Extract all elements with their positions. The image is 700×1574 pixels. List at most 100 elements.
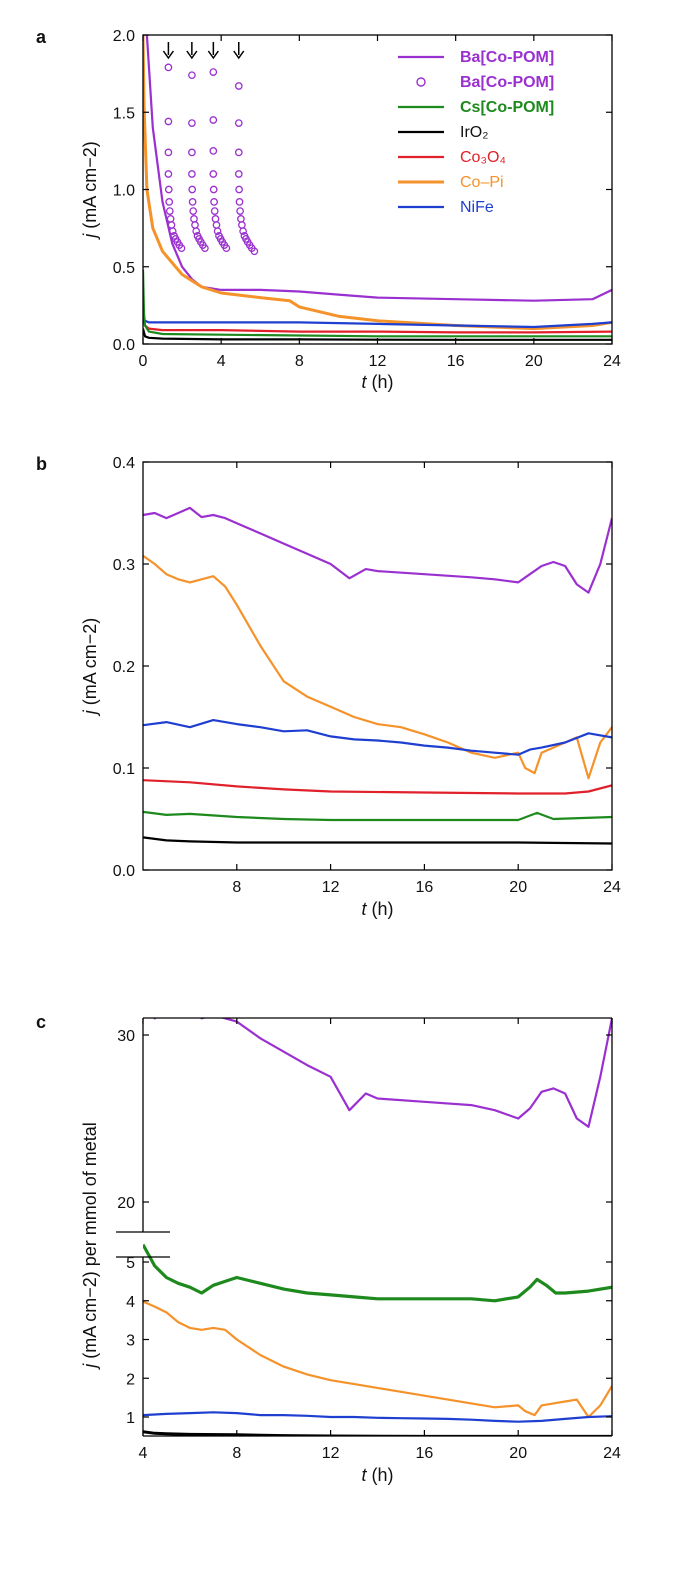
panel-c-series-group <box>143 1018 612 1436</box>
data-circle <box>209 170 218 178</box>
panel-c-label: c <box>36 1012 46 1032</box>
data-circle <box>209 185 218 194</box>
x-axis-label: t (h) <box>361 372 393 392</box>
panel-b-series-group <box>143 506 612 845</box>
data-circle <box>190 215 198 223</box>
y-tick-label: 0.5 <box>113 260 135 277</box>
data-circle <box>164 185 173 194</box>
data-circle <box>239 227 247 236</box>
series-line <box>143 779 612 795</box>
y-tick-label: 20 <box>117 1195 135 1212</box>
panel-a-axes: 0 4 8 12 16 20 24 0.0 0.5 1.0 1.5 2.0 t (h) j (mA cm−… <box>80 28 621 392</box>
data-circle <box>164 148 173 157</box>
data-circle <box>210 207 219 215</box>
x-axis-label-unit: (h) <box>367 1465 394 1485</box>
series-line <box>143 506 612 594</box>
series-line <box>143 328 612 341</box>
y-tick-label: 0.0 <box>113 337 135 354</box>
y-tick-label: 30 <box>117 1028 135 1045</box>
arrow-head <box>186 50 198 60</box>
legend-label: IrO₂ <box>460 124 488 141</box>
data-circle <box>165 207 174 215</box>
y-tick-label: 2.0 <box>113 28 135 45</box>
legend-circle-swatch <box>416 77 426 87</box>
x-axis-label-unit: (h) <box>367 899 394 919</box>
panel-c-plot-area <box>143 1018 612 1436</box>
x-tick-label: 12 <box>369 353 387 370</box>
data-circle <box>191 221 199 229</box>
data-circle <box>164 170 173 178</box>
y-tick-label: 5 <box>126 1255 135 1272</box>
x-axis-label: t (h) <box>361 899 393 919</box>
legend-label: Ba[Co-POM] <box>460 49 554 66</box>
y-axis-label: j (mA cm−2) <box>80 618 100 718</box>
data-circle <box>212 221 221 229</box>
panel-a-series-group <box>143 35 612 341</box>
data-circle <box>188 185 197 194</box>
series-line-lower <box>143 1411 612 1423</box>
data-circle <box>213 227 222 236</box>
panel-b-plot-area <box>143 506 612 845</box>
y-axis-label-symbol: j <box>80 709 100 717</box>
data-circle <box>188 71 196 80</box>
series-line <box>145 35 612 302</box>
legend-label: Co–Pi <box>460 174 504 191</box>
data-circle <box>168 227 177 236</box>
data-circle <box>235 185 243 194</box>
arrow-head <box>162 50 175 60</box>
y-axis-label: j (mA cm−2) <box>80 141 100 241</box>
y-tick-label: 0.0 <box>113 863 135 880</box>
y-tick-label: 1.5 <box>113 105 135 122</box>
x-tick-label: 8 <box>295 353 304 370</box>
data-circle <box>165 198 174 206</box>
series-line-lower <box>143 1430 612 1436</box>
data-circle <box>250 247 259 256</box>
legend-label: Co₃O₄ <box>460 149 506 166</box>
data-circle <box>189 207 198 215</box>
data-circle <box>164 117 173 126</box>
data-circle <box>234 170 243 178</box>
data-circle <box>234 148 243 157</box>
series-line-lower <box>143 1435 154 1436</box>
x-tick-label: 20 <box>509 1445 527 1462</box>
series-line-lower <box>143 1300 612 1419</box>
y-tick-label: 4 <box>126 1294 135 1311</box>
panel-a-label: a <box>36 27 47 47</box>
series-line <box>143 554 612 780</box>
panel-a-legend: Ba[Co-POM] Ba[Co-POM] Cs[Co-POM] IrO₂ Co₃O₄ C… <box>398 49 554 216</box>
y-axis-label-symbol: j <box>80 233 100 241</box>
panel-a: a 0 4 8 12 16 20 24 0.0 0.5 1.0 1.5 2.0 t (h) j (mA c… <box>36 27 621 392</box>
x-tick-label: 24 <box>603 1445 621 1462</box>
data-circle <box>209 68 218 76</box>
x-axis-label-symbol: t <box>361 899 367 919</box>
x-axis-label-symbol: t <box>361 372 367 392</box>
series-line-upper <box>152 1018 612 1128</box>
y-tick-label: 2 <box>126 1371 135 1388</box>
y-axis-label-symbol: j <box>80 1363 100 1371</box>
data-circle <box>188 148 196 157</box>
x-tick-label: 16 <box>416 879 434 896</box>
data-circle <box>236 207 244 215</box>
data-circle <box>192 227 201 236</box>
x-axis-label: t (h) <box>361 1465 393 1485</box>
y-tick-label: 0.1 <box>113 761 135 778</box>
x-axis-label-symbol: t <box>361 1465 367 1485</box>
y-tick-label: 3 <box>126 1333 135 1350</box>
y-tick-label: 0.2 <box>113 659 135 676</box>
data-circle <box>237 215 245 223</box>
y-axis-label: j (mA cm−2) per mmol of metal <box>80 1122 100 1371</box>
panel-b-axes: 8 12 16 20 24 0.0 0.1 0.2 0.3 0.4 t (h) j (mA cm−2) <box>80 455 621 919</box>
arrow-head <box>233 50 245 60</box>
data-circle <box>188 119 196 127</box>
x-tick-label: 16 <box>447 353 465 370</box>
data-circle <box>234 82 243 90</box>
panel-b-label: b <box>36 454 47 474</box>
x-axis-label-unit: (h) <box>367 372 394 392</box>
panel-a-plot-area <box>143 35 612 341</box>
data-circle <box>201 244 209 253</box>
x-tick-label: 24 <box>603 353 621 370</box>
x-tick-label: 8 <box>232 879 241 896</box>
series-line <box>143 315 612 329</box>
